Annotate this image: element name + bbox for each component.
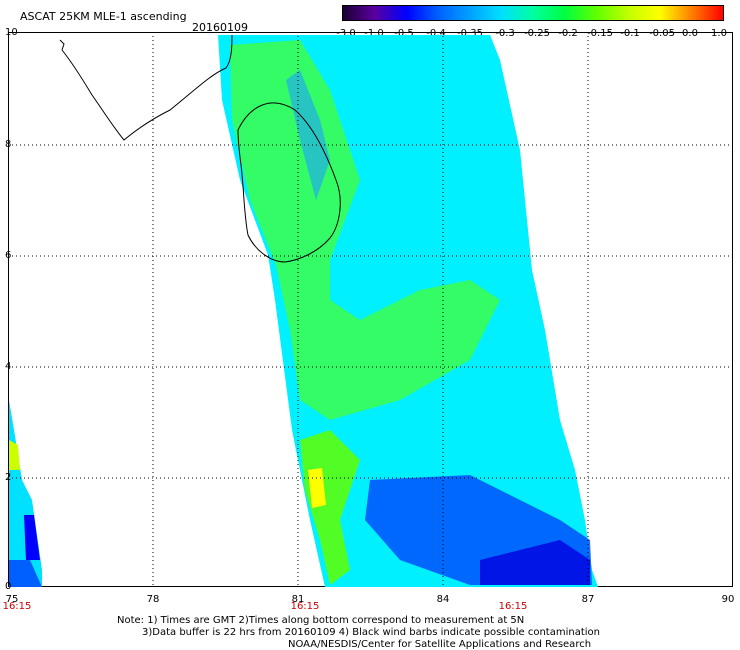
colorbar-label: -0.05 <box>649 28 675 39</box>
colorbar-label: -0.1 <box>620 28 640 39</box>
y-tick: 6 <box>5 250 12 261</box>
coastline <box>59 34 341 263</box>
credit-line: NOAA/NESDIS/Center for Satellite Applica… <box>288 639 592 650</box>
note-line: Note: 1) Times are GMT 2)Times along bot… <box>117 615 525 626</box>
time-label: 16:15 <box>498 601 528 612</box>
y-tick: 10 <box>5 27 18 38</box>
y-tick: 8 <box>5 139 12 150</box>
colorbar-label: -0.25 <box>524 28 550 39</box>
x-tick: 87 <box>581 594 595 605</box>
y-tick: 4 <box>5 361 12 372</box>
map-title: ASCAT 25KM MLE-1 ascending <box>20 10 187 23</box>
x-tick: 75 <box>5 594 19 605</box>
colorbar-label: 0.0 <box>682 28 698 39</box>
y-tick: 2 <box>5 472 12 483</box>
colorbar-label: 1.0 <box>711 28 727 39</box>
colorbar-label: -1.0 <box>364 28 384 39</box>
colorbar-label: -0.15 <box>587 28 613 39</box>
colorbar <box>342 5 724 21</box>
swath <box>218 35 598 587</box>
x-tick: 90 <box>721 594 735 605</box>
x-tick: 78 <box>146 594 160 605</box>
x-tick: 84 <box>436 594 450 605</box>
map-date: 20160109 <box>192 21 248 34</box>
time-label: 16:15 <box>290 601 320 612</box>
colorbar-label: -0.35 <box>457 28 483 39</box>
note-line: 3)Data buffer is 22 hrs from 20160109 4)… <box>142 627 600 638</box>
colorbar-label: -0.3 <box>495 28 515 39</box>
time-label: 16:15 <box>2 601 32 612</box>
y-tick: 0 <box>5 581 12 592</box>
colorbar-label: -3.0 <box>336 28 356 39</box>
x-tick: 81 <box>291 594 305 605</box>
colorbar-label: -0.4 <box>426 28 446 39</box>
graticule <box>8 32 733 587</box>
colorbar-label: -0.2 <box>558 28 578 39</box>
colorbar-label: -0.5 <box>394 28 414 39</box>
swath-left <box>9 400 42 587</box>
